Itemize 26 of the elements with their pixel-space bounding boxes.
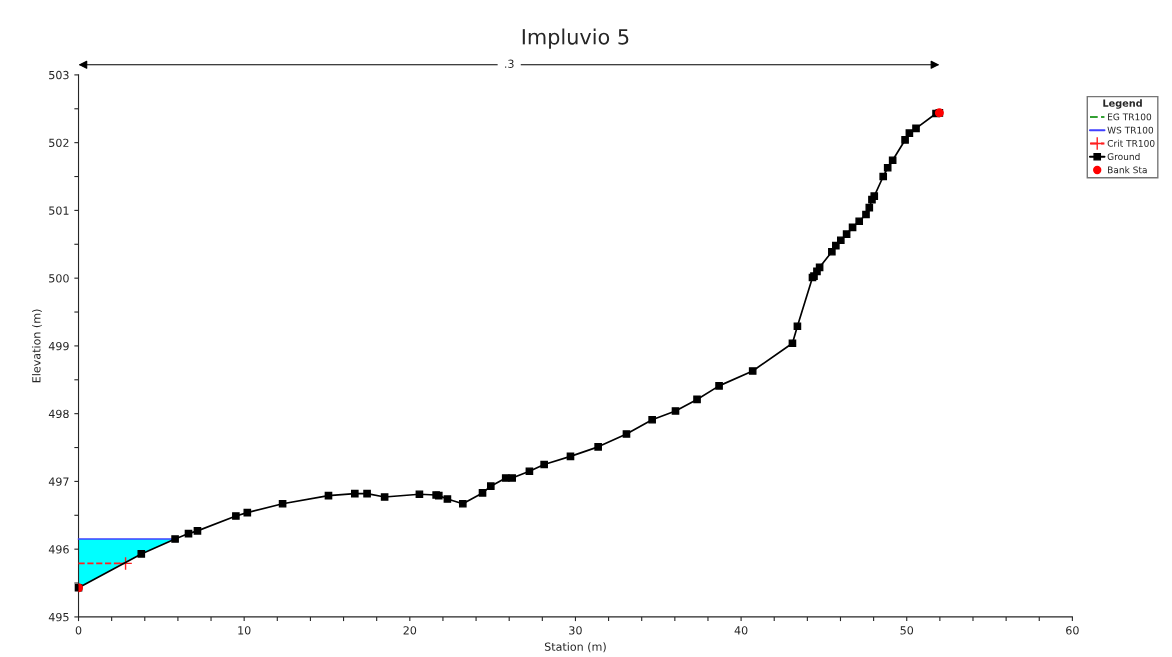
x-tick-label: 0 bbox=[75, 626, 82, 635]
legend-label: WS TR100 bbox=[1107, 126, 1154, 134]
y-tick-label: 496 bbox=[48, 545, 69, 554]
chart-title: Impluvio 5 bbox=[522, 28, 629, 49]
y-tick-label: 502 bbox=[49, 138, 69, 148]
x-axis-title: Station (m) bbox=[544, 642, 606, 653]
legend-label: EG TR100 bbox=[1108, 113, 1152, 121]
y-tick-label: 495 bbox=[48, 612, 69, 622]
y-tick-label: 500 bbox=[49, 274, 69, 283]
x-tick-label: 40 bbox=[734, 626, 748, 635]
y-tick-label: 503 bbox=[49, 70, 69, 80]
y-tick-label: 498 bbox=[48, 409, 69, 419]
x-tick-label: 30 bbox=[569, 626, 582, 635]
x-tick-label: 10 bbox=[238, 626, 251, 635]
legend-label: Ground bbox=[1107, 153, 1140, 161]
x-tick-label: 50 bbox=[900, 626, 914, 635]
y-tick-label: 501 bbox=[49, 206, 69, 215]
x-tick-label: 20 bbox=[403, 626, 417, 635]
legend-title: Legend bbox=[1103, 99, 1142, 109]
annotation: .3 bbox=[505, 59, 514, 68]
y-tick-label: 497 bbox=[48, 477, 69, 486]
y-tick-label: 499 bbox=[48, 341, 69, 351]
y-axis-title: Elevation (m) bbox=[31, 309, 42, 383]
legend-label: Crit TR100 bbox=[1107, 139, 1155, 147]
legend-label: Bank Sta bbox=[1108, 166, 1147, 174]
x-tick-label: 60 bbox=[1066, 626, 1079, 635]
